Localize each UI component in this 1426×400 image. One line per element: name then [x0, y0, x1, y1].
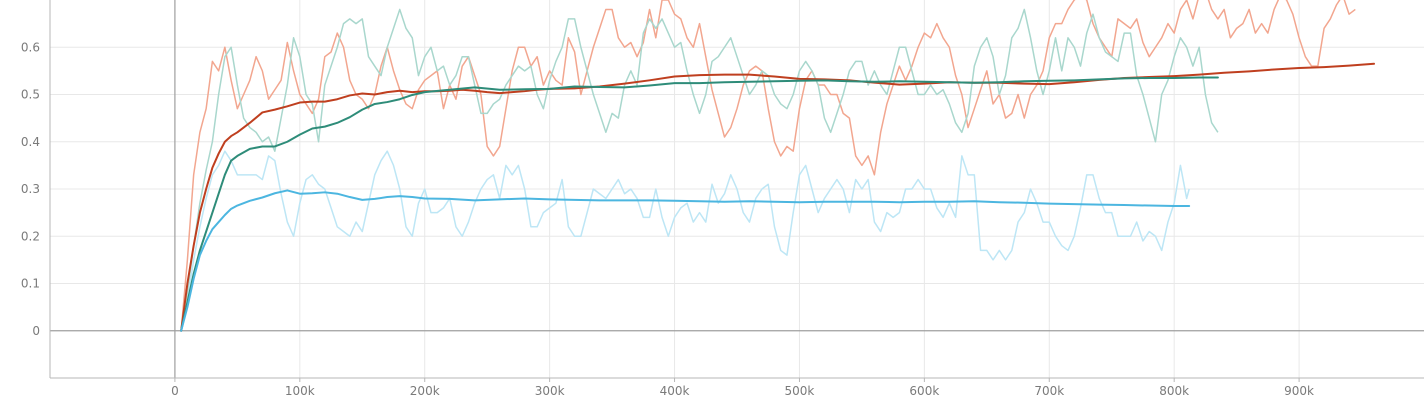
y-tick-label-6: 0.6 — [21, 40, 40, 54]
tick-label-layer: 0 0.1 0.2 0.3 0.4 0.5 0.6 0 100k 200k 300k 400k 500k… — [21, 40, 1314, 398]
x-tick-label-7: 700k — [1034, 384, 1064, 398]
y-tick-label-3: 0.3 — [21, 182, 40, 196]
y-tick-label-0: 0 — [32, 324, 40, 338]
series-2-raw-line — [180, 150, 1190, 331]
grid-layer — [50, 0, 1424, 378]
x-tick-label-1: 100k — [285, 384, 315, 398]
x-tick-label-2: 200k — [410, 384, 440, 398]
smoothed-series-layer — [180, 62, 1376, 332]
axes-layer — [49, 0, 1424, 382]
series-0-smoothed-line — [180, 62, 1376, 332]
x-tick-label-3: 300k — [535, 384, 565, 398]
series-2-smoothed-line — [180, 189, 1191, 332]
series-0-raw-line — [180, 0, 1356, 331]
series-1-smoothed-line — [180, 76, 1219, 332]
x-tick-label-9: 900k — [1284, 384, 1314, 398]
x-tick-label-8: 800k — [1159, 384, 1189, 398]
x-tick-label-6: 600k — [909, 384, 939, 398]
raw-series-layer — [180, 0, 1356, 331]
x-tick-label-4: 400k — [660, 384, 690, 398]
x-tick-label-5: 500k — [785, 384, 815, 398]
y-tick-label-4: 0.4 — [21, 135, 40, 149]
y-tick-label-1: 0.1 — [21, 277, 40, 291]
y-tick-label-5: 0.5 — [21, 88, 40, 102]
y-tick-label-2: 0.2 — [21, 229, 40, 243]
x-tick-label-0: 0 — [171, 384, 179, 398]
series-1-raw-line — [180, 8, 1219, 331]
